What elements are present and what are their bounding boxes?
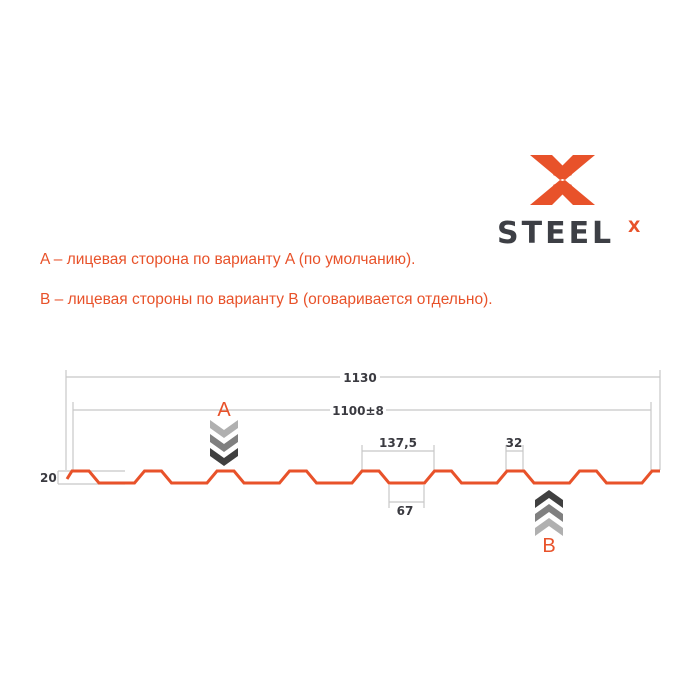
chevron-icon [210, 448, 238, 466]
logo-x-mark [530, 155, 595, 205]
profile-line [65, 469, 660, 485]
chevron-icon [535, 490, 563, 508]
side-b-marker: B [535, 490, 563, 557]
chevron-icon [210, 434, 238, 452]
dim-bottom-flat: 67 [397, 504, 414, 518]
logo-superscript: X [628, 217, 641, 236]
chevron-icon [535, 504, 563, 522]
dim-pitch: 137,5 [379, 436, 417, 450]
chevron-icon [210, 420, 238, 438]
dim-total-width: 1130 [343, 371, 376, 385]
dim-height: 20 [40, 471, 57, 485]
dimension-lines [57, 370, 661, 508]
chevron-icon [535, 518, 563, 536]
side-a-label: A [217, 399, 231, 421]
dim-useful-width: 1100±8 [332, 404, 384, 418]
note-side-b: B – лицевая стороны по варианту B (огова… [40, 291, 493, 308]
dim-top-flat: 32 [506, 436, 523, 450]
side-b-label: B [542, 535, 555, 557]
note-side-a: A – лицевая сторона по варианту A (по ум… [40, 251, 416, 268]
logo-text: STEEL [497, 216, 614, 251]
steelx-logo: STEEL X [497, 155, 641, 251]
side-a-marker: A [210, 399, 238, 466]
